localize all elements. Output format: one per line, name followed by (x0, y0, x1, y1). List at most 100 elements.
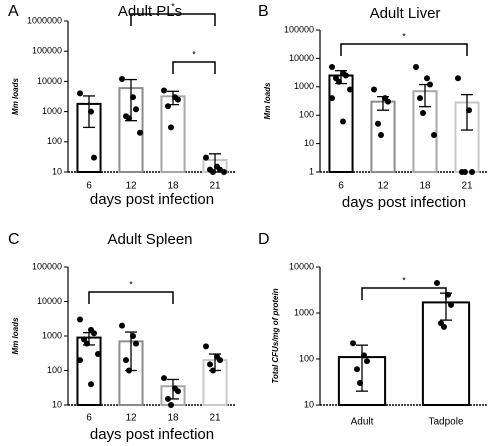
y-tick-label: 100 (47, 136, 62, 146)
data-point (81, 336, 87, 343)
data-point (88, 381, 94, 388)
data-point (364, 358, 370, 365)
data-point (375, 120, 381, 127)
x-tick-label: Tadpole (428, 417, 463, 428)
y-tick-label: 10 (52, 399, 62, 409)
data-point (133, 340, 139, 347)
data-point (88, 108, 94, 115)
data-point (175, 388, 181, 395)
data-point (420, 109, 426, 116)
data-point (378, 132, 384, 139)
data-point (455, 75, 461, 82)
data-point (126, 115, 132, 122)
data-point (329, 63, 335, 70)
significance-bracket (88, 291, 174, 304)
data-point (221, 169, 227, 175)
data-point (210, 169, 216, 175)
panel-label: D (258, 231, 270, 248)
data-point (413, 63, 419, 70)
data-point (354, 366, 360, 373)
data-point (161, 87, 167, 94)
data-point (168, 124, 174, 131)
data-point (340, 118, 346, 125)
data-point (462, 169, 468, 175)
data-point (417, 95, 423, 102)
significance-label: * (402, 275, 406, 285)
data-point (165, 103, 171, 110)
data-point (165, 395, 171, 402)
data-point (119, 322, 125, 329)
y-tick-label: 10000 (37, 296, 62, 306)
data-point (441, 323, 447, 330)
significance-bracket (172, 61, 216, 74)
data-point (175, 96, 181, 103)
y-tick-label: 100000 (32, 46, 62, 56)
data-point (77, 357, 83, 364)
y-tick-label: 10000 (37, 76, 62, 86)
x-tick-label: 21 (209, 181, 221, 192)
y-tick-label: 100 (299, 353, 314, 363)
x-tick-label: 18 (167, 181, 179, 192)
data-point (203, 154, 209, 161)
x-tick-label: 6 (338, 181, 344, 192)
significance-label: * (192, 49, 196, 59)
x-tick-label: Adult (351, 417, 374, 428)
x-axis-label: days post infection (90, 426, 214, 443)
panel-title: Adult Liver (370, 5, 441, 22)
data-point (203, 343, 209, 350)
data-point (91, 330, 97, 337)
panel-title: Adult Spleen (107, 231, 192, 248)
data-point (469, 169, 475, 175)
y-tick-label: 100 (47, 365, 62, 375)
data-point (336, 78, 342, 85)
data-point (431, 132, 437, 139)
y-tick-label: 100000 (284, 24, 314, 34)
data-point (77, 316, 83, 323)
y-axis-label: Mm loads (263, 82, 272, 119)
data-point (207, 361, 213, 368)
x-tick-label: 12 (377, 181, 389, 192)
panel-title: Adult PLs (118, 3, 182, 20)
data-point (119, 76, 125, 83)
significance-bracket (361, 287, 447, 300)
data-point (91, 154, 97, 161)
bar (160, 95, 186, 173)
x-axis-label: days post infection (90, 191, 214, 208)
data-point (168, 402, 174, 408)
significance-bracket (340, 43, 468, 56)
panel-label: C (8, 231, 20, 248)
data-point (448, 301, 454, 308)
bar (76, 336, 102, 407)
y-tick-label: 10 (304, 399, 314, 409)
y-tick-label: 1000000 (27, 15, 62, 25)
data-point (217, 357, 223, 364)
data-point (357, 380, 363, 387)
y-tick-label: 1000 (42, 330, 62, 340)
x-tick-label: 21 (461, 181, 473, 192)
data-point (434, 279, 440, 286)
data-point (137, 129, 143, 136)
y-tick-label: 1000 (294, 307, 314, 317)
significance-label: * (129, 279, 133, 289)
y-tick-label: 1000 (294, 81, 314, 91)
y-tick-label: 10 (52, 166, 62, 176)
x-tick-label: 6 (86, 413, 92, 424)
significance-label: * (402, 31, 406, 41)
significance-bracket (130, 13, 216, 26)
x-tick-label: 6 (86, 181, 92, 192)
data-point (427, 81, 433, 88)
panel-label: B (258, 3, 269, 20)
data-point (466, 107, 472, 114)
data-point (329, 95, 335, 102)
data-point (77, 90, 83, 97)
data-point (424, 75, 430, 82)
data-point (385, 98, 391, 105)
data-point (371, 86, 377, 93)
data-point (126, 367, 132, 374)
x-tick-label: 18 (167, 413, 179, 424)
error-bar (125, 78, 137, 122)
x-tick-label: 12 (125, 413, 137, 424)
data-point (130, 333, 136, 339)
significance-label: * (171, 1, 175, 11)
